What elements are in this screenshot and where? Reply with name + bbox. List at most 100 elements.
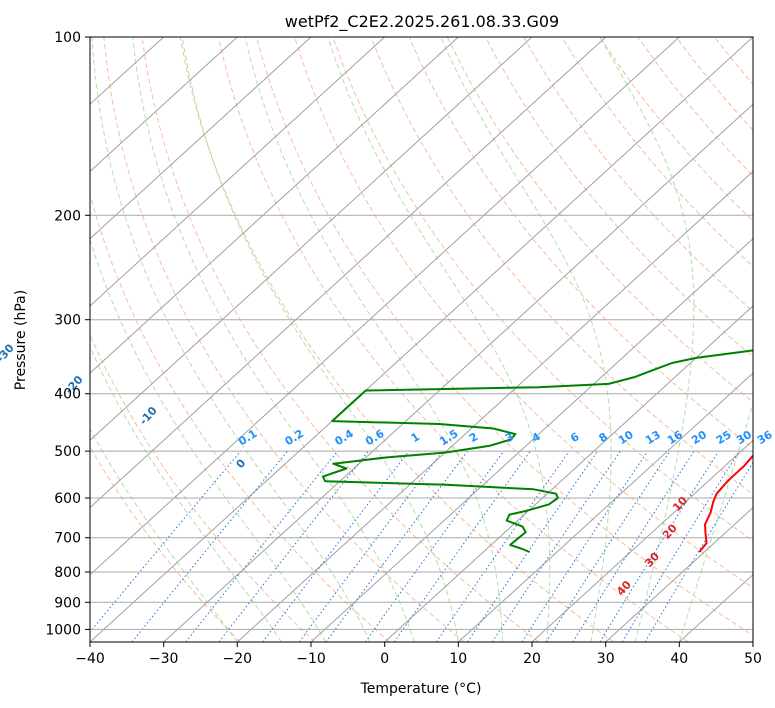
mixing-ratio-label: 13 <box>643 428 663 447</box>
y-tick-label: 200 <box>54 208 81 224</box>
y-tick-label: 400 <box>54 387 81 403</box>
isotherm <box>163 103 753 642</box>
dry-adiabat <box>90 445 241 642</box>
mixing-ratio-line <box>393 450 531 642</box>
dry-adiabat <box>90 333 316 642</box>
mixing-ratio-line <box>572 450 695 642</box>
moist-adiabat <box>599 37 695 642</box>
x-tick-label: −10 <box>296 651 326 667</box>
x-tick-label: 30 <box>597 651 615 667</box>
dry-adiabat <box>294 37 753 589</box>
isotherm <box>90 37 753 642</box>
x-tick-label: −30 <box>149 651 179 667</box>
mixing-ratio-line <box>599 450 720 642</box>
dry-adiabat <box>637 37 753 177</box>
moist-adiabat <box>91 37 371 642</box>
dry-adiabat <box>332 37 753 542</box>
isotherm <box>90 37 238 173</box>
mixing-ratio-line <box>621 450 740 642</box>
x-tick-label: 20 <box>523 651 541 667</box>
moist-adiabat <box>181 37 459 642</box>
y-tick-label: 300 <box>54 313 81 329</box>
isotherm <box>531 439 753 642</box>
isotherm <box>236 170 753 642</box>
moist-adiabat <box>90 238 327 642</box>
dry-adiabat <box>561 37 753 267</box>
moist-adiabat-label: 10 <box>670 494 690 514</box>
moist-adiabat-label: 30 <box>642 550 662 570</box>
mixing-ratio-label: 1 <box>409 430 422 445</box>
mixing-ratio-label: 36 <box>755 428 775 447</box>
mixing-ratio-line <box>545 450 671 642</box>
mixing-ratio-label: 0.6 <box>363 427 387 449</box>
mixing-ratio-line <box>491 450 621 642</box>
x-axis-label: Temperature (°C) <box>360 681 482 697</box>
y-axis-ticks: 100 200 300 400 500 600 700 800 900 1000 <box>45 30 90 638</box>
dry-adiabat <box>256 37 753 637</box>
chart-title: wetPf2_C2E2.2025.261.08.33.G09 <box>285 12 559 32</box>
dry-adiabat <box>446 37 753 403</box>
x-tick-label: 40 <box>670 651 688 667</box>
isotherm <box>90 37 533 442</box>
dry-adiabat <box>408 37 753 449</box>
mixing-ratio-line <box>364 450 505 642</box>
mixing-ratio-line <box>185 450 338 642</box>
mixing-ratio-line <box>298 450 444 642</box>
y-tick-label: 700 <box>54 531 81 547</box>
x-tick-label: 50 <box>744 651 762 667</box>
mixing-ratio-label: 20 <box>689 428 709 447</box>
dry-adiabat <box>141 37 540 642</box>
mixing-ratio-line <box>467 450 599 642</box>
mixing-ratio-line <box>131 450 288 642</box>
x-axis-ticks: −40 −30 −20 −10 0 10 20 30 40 50 <box>75 642 762 667</box>
moist-adiabat <box>327 37 551 642</box>
y-axis-label: Pressure (hPa) <box>13 290 29 390</box>
dry-adiabat <box>90 192 390 642</box>
y-tick-label: 900 <box>54 595 81 611</box>
isotherm <box>90 37 386 307</box>
y-tick-label: 800 <box>54 565 81 581</box>
mixing-ratio-label: 3 <box>503 430 516 445</box>
moist-adiabat <box>244 37 503 642</box>
mixing-ratio-label: 2 <box>467 430 480 445</box>
temperature-profile-line <box>698 454 753 553</box>
mixing-ratio-label: 30 <box>734 428 754 447</box>
y-tick-label: 1000 <box>45 622 81 638</box>
isotherm <box>310 237 753 642</box>
dry-adiabat <box>675 37 753 131</box>
plot-frame <box>89 36 754 643</box>
y-tick-label: 100 <box>54 30 81 46</box>
moist-adiabat <box>678 401 753 642</box>
mixing-ratio-line <box>435 450 570 642</box>
mixing-ratio-label: 10 <box>616 428 636 447</box>
isotherm <box>605 506 753 642</box>
mixing-ratio-line <box>325 450 468 642</box>
mixing-ratio-line <box>90 450 242 633</box>
x-tick-label: 0 <box>380 651 389 667</box>
dewpoint-profile-line <box>321 349 753 553</box>
mixing-ratio-line <box>218 450 369 642</box>
moist-adiabat-label: 40 <box>614 578 634 598</box>
dry-adiabat <box>179 37 614 642</box>
isotherm <box>90 37 607 509</box>
sounding-profiles <box>321 349 753 553</box>
isotherm <box>457 372 753 642</box>
mixing-ratio-line <box>262 450 410 642</box>
background-lines <box>90 37 753 642</box>
mixing-ratio-line <box>521 450 649 642</box>
dry-adiabat <box>103 37 465 642</box>
moist-adiabat <box>132 37 415 642</box>
x-tick-label: −40 <box>75 651 105 667</box>
x-tick-label: 10 <box>449 651 467 667</box>
moist-adiabat <box>90 345 282 642</box>
mixing-ratio-label: 0.4 <box>332 427 356 449</box>
isobar-grid <box>90 37 753 630</box>
isotherm <box>384 305 753 642</box>
dry-adiabat <box>752 37 753 39</box>
mixing-ratio-label: 6 <box>568 430 582 445</box>
isotherm <box>90 37 312 240</box>
y-tick-label: 600 <box>54 491 81 507</box>
dry-adiabat-label: 0 <box>234 456 249 471</box>
dry-adiabat-label: -10 <box>137 404 160 428</box>
